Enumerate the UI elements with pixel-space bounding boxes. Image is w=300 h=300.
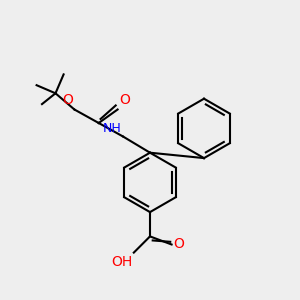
Text: O: O xyxy=(62,93,73,107)
Text: NH: NH xyxy=(103,122,122,135)
Text: OH: OH xyxy=(111,255,133,269)
Text: O: O xyxy=(173,238,184,251)
Text: O: O xyxy=(119,93,130,107)
